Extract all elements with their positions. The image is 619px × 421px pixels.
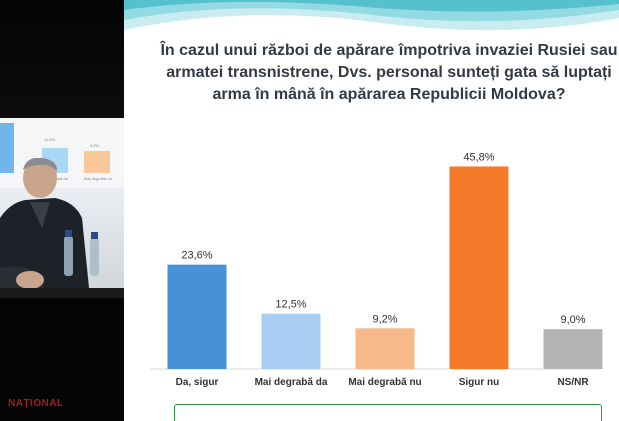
title-line: În cazul unui război de apărare împotriv… [160, 42, 618, 59]
mini-value-2: 12,5% [44, 137, 56, 142]
data-label-4: 45,8% [463, 151, 494, 163]
mini-label-3: Mai degrabă nu [84, 176, 112, 181]
title-line: arma în mână în apărarea Republicii Mold… [212, 86, 566, 103]
mini-bar-1 [0, 123, 14, 173]
bar-3 [355, 328, 415, 369]
decorative-waves [124, 0, 619, 31]
video-dark-area [0, 0, 124, 118]
category-label-1: Da, sigur [176, 377, 219, 388]
data-label-5: 9,0% [560, 314, 585, 326]
footer-box [174, 404, 602, 421]
title-line: armatei transnistrene, Dvs. personal sun… [166, 64, 612, 81]
bar-1 [167, 264, 227, 369]
chart-title: În cazul unui război de apărare împotriv… [154, 40, 619, 106]
category-label-2: Mai degrabă da [255, 377, 328, 388]
presenter-image [0, 158, 124, 298]
mini-bar-3 [84, 151, 110, 173]
category-label-4: Sigur nu [459, 377, 500, 388]
video-dark-area [0, 298, 124, 421]
video-frame: 12,5% 9,2% Mai degrabă da Mai degrabă nu [0, 118, 124, 298]
category-label-5: NS/NR [557, 377, 589, 388]
water-bottle [64, 236, 73, 276]
data-label-3: 9,2% [372, 313, 397, 325]
data-label-1: 23,6% [181, 250, 212, 262]
video-panel: 12,5% 9,2% Mai degrabă da Mai degrabă nu… [0, 0, 124, 421]
data-label-2: 12,5% [275, 299, 306, 311]
category-label-3: Mai degrabă nu [348, 377, 421, 388]
bar-chart: 23,6% Da, sigur 12,5% Mai degrabă da 9,2% Mai… [150, 151, 603, 388]
tv-logo: NAȚIONAL [8, 398, 64, 409]
water-bottle [90, 238, 99, 276]
bar-2 [261, 313, 321, 369]
bar-5 [543, 329, 603, 369]
presentation-slide: În cazul unui război de apărare împotriv… [124, 0, 619, 421]
mini-value-3: 9,2% [90, 143, 100, 148]
bar-4 [449, 166, 509, 369]
